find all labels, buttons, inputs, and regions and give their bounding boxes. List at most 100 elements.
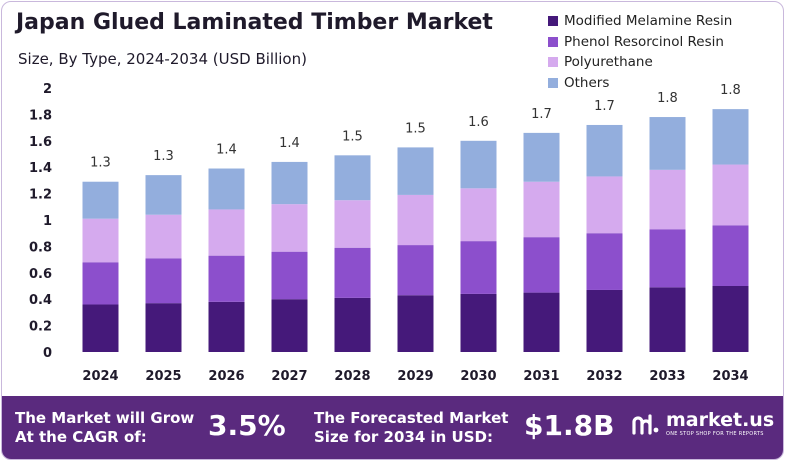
- bar-segment: [397, 194, 434, 246]
- y-tick-label: 0.6: [29, 267, 52, 282]
- y-tick-label: 1.6: [29, 135, 52, 150]
- x-tick-label: 2025: [145, 369, 181, 384]
- y-tick-label: 0: [43, 346, 52, 361]
- legend-item-others: Others: [548, 73, 732, 94]
- bar-segment: [523, 292, 560, 352]
- x-tick-label: 2024: [82, 369, 118, 384]
- y-tick-label: 2: [43, 82, 52, 97]
- bar-segment: [271, 204, 308, 252]
- legend-item-modified-melamine-resin: Modified Melamine Resin: [548, 11, 732, 32]
- x-tick-label: 2030: [460, 369, 496, 384]
- x-tick-label: 2029: [397, 369, 433, 384]
- bar-total-label: 1.8: [657, 91, 678, 106]
- x-tick-label: 2031: [523, 369, 559, 384]
- cagr-label-line2: At the CAGR of:: [15, 428, 147, 446]
- bar-segment: [397, 295, 434, 352]
- y-tick-label: 0.8: [29, 240, 52, 255]
- bar-segment: [334, 297, 371, 352]
- forecast-label-line1: The Forecasted Market: [314, 409, 509, 427]
- bar-segment: [649, 229, 686, 288]
- x-tick-label: 2027: [271, 369, 307, 384]
- forecast-label: The Forecasted Market Size for 2034 in U…: [314, 409, 508, 447]
- legend-swatch: [548, 77, 558, 88]
- bar-total-label: 1.3: [153, 149, 174, 164]
- bar-segment: [649, 287, 686, 352]
- y-tick-label: 1.8: [29, 108, 52, 123]
- bar-segment: [460, 140, 497, 189]
- bar-segment: [271, 251, 308, 300]
- chart-subtitle: Size, By Type, 2024-2034 (USD Billion): [18, 50, 307, 68]
- forecast-value: $1.8B: [524, 409, 615, 442]
- x-tick-label: 2028: [334, 369, 370, 384]
- y-tick-label: 1: [43, 214, 52, 229]
- bar-total-label: 1.4: [216, 143, 237, 158]
- legend-swatch: [548, 16, 558, 27]
- bar-segment: [586, 289, 623, 352]
- bar-segment: [208, 209, 245, 256]
- bar-segment: [649, 117, 686, 170]
- bar-segment: [712, 164, 749, 226]
- bar-segment: [523, 132, 560, 182]
- stacked-bar-chart: 0 0.2 0.4 0.6 0.8 1 1.2 1.4 1.6 1.8 2 1.3 2024 1.3 202…: [29, 82, 749, 384]
- cagr-value: 3.5%: [208, 409, 286, 442]
- y-tick-label: 0.2: [29, 320, 52, 335]
- bar-segment: [712, 225, 749, 286]
- bar-segment: [145, 175, 182, 215]
- chart-legend: Modified Melamine Resin Phenol Resorcino…: [548, 11, 732, 93]
- bar-segment: [208, 301, 245, 352]
- bar-segment: [145, 214, 182, 259]
- forecast-label-line2: Size for 2034 in USD:: [314, 428, 493, 446]
- legend-label: Modified Melamine Resin: [564, 13, 733, 30]
- legend-item-polyurethane: Polyurethane: [548, 52, 732, 73]
- bar-segment: [334, 200, 371, 248]
- bar-segment: [397, 245, 434, 296]
- chart-title: Japan Glued Laminated Timber Market: [16, 10, 493, 35]
- bar-segment: [712, 109, 749, 165]
- market-us-logo-icon: [632, 413, 659, 435]
- bar-segment: [145, 303, 182, 352]
- bar-segment: [82, 262, 119, 305]
- bar-segment: [712, 286, 749, 352]
- bar-segment: [82, 181, 119, 219]
- bar-segment: [460, 241, 497, 294]
- bar-segment: [208, 168, 245, 210]
- bar-segment: [208, 255, 245, 302]
- bar-total-label: 1.8: [720, 83, 741, 98]
- bar-segment: [586, 124, 623, 177]
- brand-name: market.us: [666, 409, 775, 431]
- bar-total-label: 1.7: [594, 99, 615, 114]
- cagr-label: The Market will Grow At the CAGR of:: [15, 409, 194, 447]
- bar-segment: [586, 233, 623, 290]
- bar-segment: [271, 161, 308, 205]
- bar-segment: [523, 237, 560, 293]
- legend-label: Polyurethane: [564, 54, 653, 71]
- bar-total-label: 1.5: [342, 129, 363, 144]
- bar-segment: [460, 293, 497, 352]
- bar-segment: [649, 169, 686, 230]
- bar-segment: [82, 218, 119, 263]
- bar-segment: [460, 188, 497, 242]
- cagr-label-line1: The Market will Grow: [15, 409, 195, 427]
- brand-logo: market.us ONE STOP SHOP FOR THE REPORTS: [631, 410, 774, 437]
- bar-total-label: 1.5: [405, 121, 426, 136]
- x-tick-label: 2032: [586, 369, 622, 384]
- x-tick-label: 2033: [649, 369, 685, 384]
- y-tick-label: 1.4: [29, 161, 52, 176]
- bar-segment: [334, 247, 371, 298]
- legend-swatch: [548, 57, 558, 68]
- bar-segment: [586, 176, 623, 234]
- bar-total-label: 1.6: [468, 115, 489, 130]
- x-tick-label: 2026: [208, 369, 244, 384]
- y-tick-label: 0.4: [29, 293, 52, 308]
- legend-swatch: [548, 36, 558, 47]
- bar-segment: [82, 304, 119, 352]
- legend-label: Others: [564, 74, 610, 91]
- bar-segment: [271, 299, 308, 352]
- legend-item-phenol-resorcinol-resin: Phenol Resorcinol Resin: [548, 32, 732, 53]
- bar-total-label: 1.7: [531, 107, 552, 122]
- bar-segment: [523, 181, 560, 238]
- brand-tagline: ONE STOP SHOP FOR THE REPORTS: [666, 431, 764, 437]
- bar-segment: [145, 258, 182, 304]
- bar-segment: [334, 155, 371, 201]
